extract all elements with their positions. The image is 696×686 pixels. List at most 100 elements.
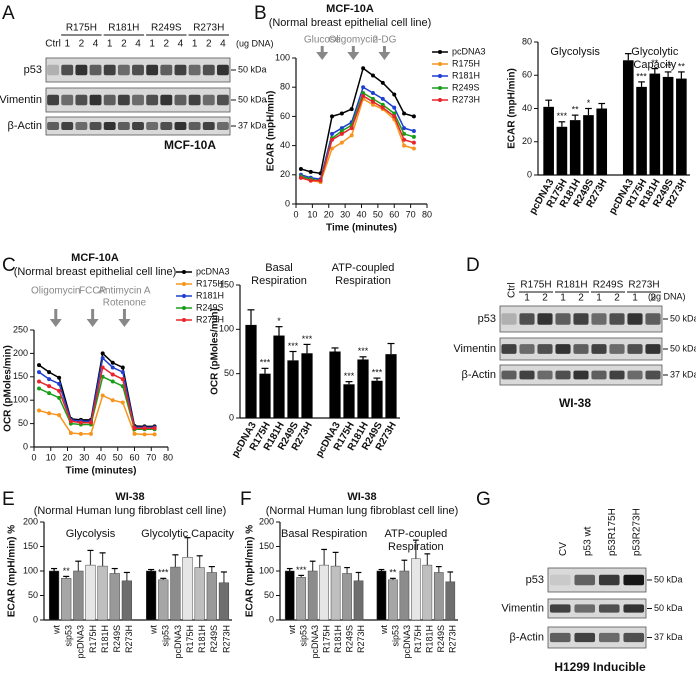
lane-label: p53R175H [607, 508, 618, 556]
y-tick-label: 150 [13, 371, 28, 381]
bar [371, 380, 383, 418]
data-point [339, 126, 344, 131]
legend-marker [438, 86, 442, 90]
legend-marker [438, 50, 442, 54]
data-point [402, 131, 407, 136]
y-tick-label: 200 [23, 516, 38, 526]
y-axis-label: OCR (pMoles/min) [210, 308, 221, 395]
y-tick-label: 60 [522, 70, 532, 80]
group-label: Basal Respiration [251, 262, 307, 287]
x-tick-label: R175H [322, 625, 332, 653]
group-label: Glycolysis [550, 46, 600, 58]
x-tick-label: wt [379, 625, 389, 635]
y-tick-label: 80 [280, 82, 290, 92]
y-axis-label: ECAR (mpH/min) [507, 68, 518, 149]
unit-label: (ug DNA) [648, 291, 686, 301]
blot-strip [547, 567, 647, 593]
annotation-arrowhead [316, 52, 329, 60]
significance-label: *** [557, 111, 568, 121]
group-label: R273H [628, 280, 659, 291]
data-point [152, 426, 157, 431]
lane-label: 1 [560, 293, 566, 304]
data-point [132, 426, 137, 431]
chart-subtitle: (Normal breast epithelial cell line) [269, 17, 432, 29]
data-point [88, 420, 93, 425]
blot-band [549, 604, 571, 613]
blot-band [202, 64, 215, 76]
data-point [132, 431, 137, 436]
blot-band [573, 313, 589, 325]
x-tick-label: 60 [389, 209, 399, 219]
x-tick-label: R273H [448, 625, 458, 653]
data-point [37, 370, 42, 375]
data-point [361, 66, 366, 71]
x-tick-label: wt [287, 625, 297, 635]
blot-band [47, 64, 60, 76]
significance-label: ** [389, 568, 397, 578]
blot-band [591, 344, 607, 354]
y-tick-label: 0 [33, 614, 38, 624]
data-point [47, 370, 52, 375]
significance-label: *** [358, 346, 369, 356]
data-point [370, 102, 375, 107]
data-point [330, 146, 335, 151]
y-tick-label: 50 [264, 590, 274, 600]
y-tick-label: 20 [522, 136, 532, 146]
lane-label: 1 [107, 39, 113, 50]
data-point [349, 107, 354, 112]
y-tick-label: 150 [23, 541, 38, 551]
significance-label: ** [665, 61, 673, 71]
legend-label: pcDNA3 [196, 266, 230, 276]
x-tick-label: R249S [344, 625, 354, 653]
blot-band [645, 313, 661, 325]
x-tick-label: 70 [406, 209, 416, 219]
y-tick-label: 200 [13, 348, 28, 358]
bar [158, 579, 169, 621]
lane-label: 2 [542, 293, 548, 304]
marker-label: 37 kDa [238, 120, 267, 130]
y-tick-label: 200 [259, 516, 274, 526]
annotation-arrowhead [378, 52, 391, 60]
group-label: R175H [520, 280, 551, 291]
y-tick-label: 150 [219, 279, 234, 289]
legend-label: R175H [196, 278, 224, 288]
x-tick-label: 40 [356, 209, 366, 219]
blot-band [202, 122, 215, 130]
data-point [411, 114, 416, 119]
x-tick-label: 80 [422, 209, 432, 219]
data-point [380, 105, 385, 110]
bar [284, 570, 295, 621]
blot-band [598, 632, 620, 643]
y-tick-label: 100 [13, 395, 28, 405]
blot-band [146, 122, 159, 130]
lane-label: 1 [596, 293, 602, 304]
blot-band [519, 370, 535, 380]
lane-label: 2 [79, 39, 85, 50]
lane-label: 2 [578, 293, 584, 304]
significance-label: ** [678, 61, 686, 71]
lane-label: CV [558, 542, 569, 556]
blot-band [188, 94, 201, 106]
group-label: Glycolytic Capacity [141, 528, 234, 540]
bar [343, 384, 355, 418]
data-point [47, 377, 52, 382]
y-tick-label: 50 [28, 590, 38, 600]
bar [353, 580, 364, 621]
bar [422, 564, 433, 621]
data-point [100, 356, 105, 361]
lane-label: 1 [149, 39, 155, 50]
x-tick-label: 10 [307, 209, 317, 219]
x-tick-label: 20 [62, 452, 72, 462]
blot-band [174, 122, 187, 130]
blot-caption: WI-38 [559, 396, 591, 410]
blot-band [501, 313, 517, 325]
lane-label: 2 [164, 39, 170, 50]
significance-label: * [587, 98, 591, 108]
bar [73, 570, 84, 621]
blot-band [174, 94, 187, 106]
blot-band [188, 122, 201, 130]
blot-band [117, 94, 130, 106]
data-point [110, 379, 115, 384]
blot-band [160, 122, 173, 130]
data-point [142, 426, 147, 431]
